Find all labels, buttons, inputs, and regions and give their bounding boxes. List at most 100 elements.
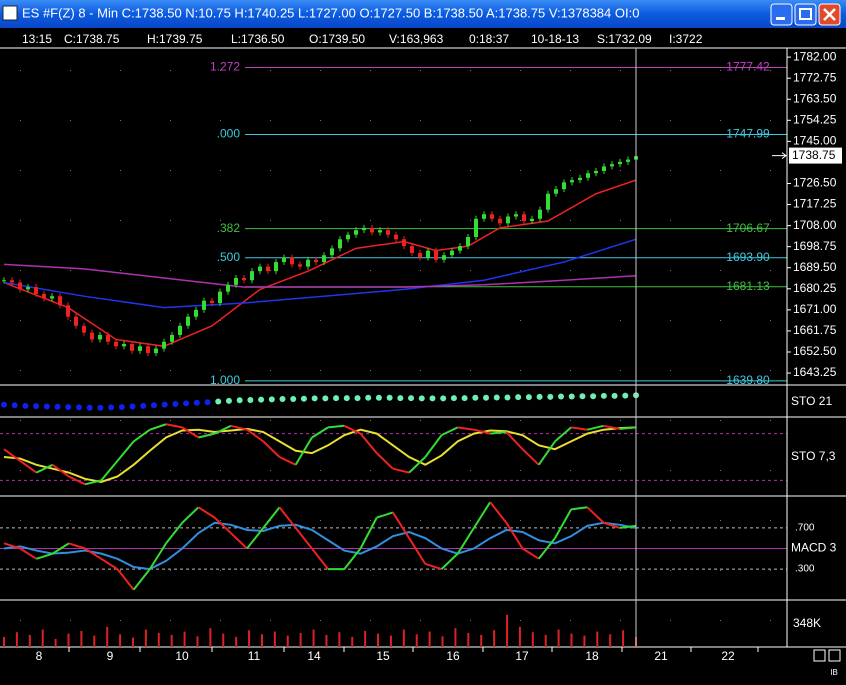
grid-dot <box>270 620 271 621</box>
grid-dot <box>720 220 721 221</box>
sto21-dot <box>65 404 72 411</box>
grid-dot <box>220 520 221 521</box>
candle <box>178 325 182 335</box>
macd-fast-segment <box>19 547 37 560</box>
sto21-dot <box>590 393 597 400</box>
grid-dot <box>620 220 621 221</box>
macd-fast-segment <box>68 542 86 550</box>
sto-k-segment <box>343 424 361 435</box>
window-title: ES #F(Z) 8 - Min C:1738.50 N:10.75 H:174… <box>22 5 639 20</box>
grid-dot <box>320 70 321 71</box>
macd-fast-segment <box>246 527 265 550</box>
grid-dot <box>670 320 671 321</box>
sto-k-segment <box>571 426 588 431</box>
sto-k-segment <box>619 426 637 430</box>
grid-dot <box>420 370 421 371</box>
grid-dot <box>670 520 671 521</box>
candle <box>74 316 78 326</box>
sto-d-line <box>3 426 637 483</box>
candle <box>618 161 622 165</box>
sto21-dot <box>75 404 82 411</box>
grid-dot <box>120 170 121 171</box>
sto-k-segment <box>537 440 556 466</box>
grid-dot <box>670 220 671 221</box>
grid-dot <box>270 420 271 421</box>
grid-dot <box>620 370 621 371</box>
sto21-dot <box>183 400 190 407</box>
candle <box>90 332 94 340</box>
sto-k-segment <box>279 456 297 466</box>
grid-dot <box>770 520 771 521</box>
fib-ratio: 1.272 <box>210 60 240 74</box>
corner-box <box>828 649 841 662</box>
grid-dot <box>620 270 621 271</box>
grid-dot <box>770 370 771 371</box>
grid-dot <box>270 270 271 271</box>
plot-area: 13:15 C:1738.75 H:1739.75 L:1736.50 O:1739.5… <box>0 32 846 663</box>
grid-dot <box>320 120 321 121</box>
macd-fast-segment <box>440 552 459 570</box>
grid-dot <box>470 220 471 221</box>
grid-dot <box>470 520 471 521</box>
candle <box>514 214 518 217</box>
grid-dot <box>320 470 321 471</box>
candle <box>66 305 70 317</box>
grid-dot <box>370 170 371 171</box>
grid-dot <box>420 570 421 571</box>
panel-label: MACD 3 <box>791 541 837 555</box>
candle <box>10 280 14 283</box>
grid-dot <box>70 520 71 521</box>
window-buttons[interactable] <box>770 3 841 26</box>
grid-dot <box>120 470 121 471</box>
sto21-dot <box>33 403 40 410</box>
sto21-dot <box>493 394 500 401</box>
sto-k-segment <box>603 424 620 430</box>
sto-k-segment <box>230 424 248 431</box>
candle <box>130 344 134 351</box>
fib-price: 1639.80 <box>726 373 770 387</box>
macd-fast-segment <box>571 506 588 511</box>
candle <box>50 296 54 299</box>
sto21-dot <box>172 400 179 407</box>
minimize-button[interactable] <box>770 3 793 26</box>
grid-dot <box>20 170 21 171</box>
candle <box>290 257 294 265</box>
sto21-dot <box>408 395 415 402</box>
grid-dot <box>420 620 421 621</box>
y-tick-label: 1754.25 <box>793 112 837 126</box>
macd-fast-segment <box>36 552 53 560</box>
sto21-dot <box>461 395 468 402</box>
minimize-icon <box>776 17 785 20</box>
sto21-dot <box>247 396 254 403</box>
grid-dot <box>670 470 671 471</box>
grid-dot <box>420 470 421 471</box>
candle <box>626 159 630 162</box>
info-field: C:1738.75 <box>64 32 120 46</box>
grid-dot <box>120 120 121 121</box>
macd-fast-segment <box>148 542 167 570</box>
candle <box>242 277 246 281</box>
grid-dot <box>20 420 21 421</box>
grid-dot <box>170 420 171 421</box>
grid-dot <box>20 370 21 371</box>
sto-k-segment <box>133 428 151 443</box>
candle <box>58 296 62 306</box>
candle <box>18 282 22 290</box>
y-tick-label: 1763.50 <box>793 91 837 105</box>
info-field: H:1739.75 <box>147 32 203 46</box>
grid-dot <box>770 320 771 321</box>
grid-dot <box>120 570 121 571</box>
maximize-button[interactable] <box>794 3 817 26</box>
sto21-dot <box>225 397 232 404</box>
sto21-dot <box>43 403 50 410</box>
grid-dot <box>670 120 671 121</box>
sto-k-segment <box>262 440 281 458</box>
sto21-dot <box>129 403 136 410</box>
grid-dot <box>370 570 371 571</box>
sto21-dot <box>118 404 125 411</box>
grid-dot <box>270 220 271 221</box>
grid-dot <box>320 320 321 321</box>
grid-dot <box>570 220 571 221</box>
maximize-icon <box>799 8 812 20</box>
grid-dot <box>620 520 621 521</box>
